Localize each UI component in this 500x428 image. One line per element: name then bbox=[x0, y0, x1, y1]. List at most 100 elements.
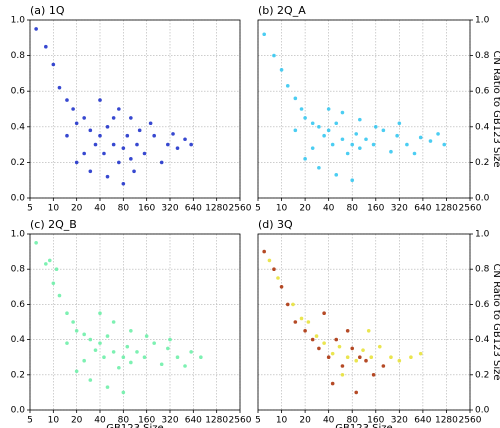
axes-frame bbox=[257, 233, 471, 411]
point bbox=[125, 133, 130, 138]
x-tick-label: 20 bbox=[71, 204, 83, 214]
point bbox=[135, 142, 139, 147]
point bbox=[409, 355, 413, 360]
y-tick-label: 0.6 bbox=[11, 300, 26, 310]
point bbox=[299, 316, 304, 321]
x-tick-label: 5 bbox=[27, 416, 33, 426]
x-tick-label: 160 bbox=[367, 416, 384, 426]
point bbox=[334, 173, 339, 177]
point bbox=[381, 364, 386, 368]
point bbox=[168, 337, 172, 342]
point bbox=[166, 346, 170, 351]
point bbox=[57, 85, 62, 90]
point bbox=[303, 157, 307, 161]
point bbox=[350, 142, 355, 147]
point bbox=[44, 262, 48, 266]
point bbox=[285, 84, 290, 88]
point bbox=[71, 320, 75, 324]
point bbox=[44, 44, 48, 49]
y-tick-label: 1.0 bbox=[11, 16, 26, 26]
y-tick-label: 0.8 bbox=[11, 51, 26, 61]
x-tick-label: 2560 bbox=[229, 416, 252, 426]
point bbox=[144, 334, 149, 338]
y-tick-label: 0.8 bbox=[475, 265, 490, 275]
x-tick-label: 10 bbox=[276, 416, 288, 426]
x-tick-label: 5 bbox=[27, 204, 33, 214]
point bbox=[340, 373, 345, 377]
point bbox=[418, 351, 423, 356]
x-tick-label: 20 bbox=[299, 416, 311, 426]
point bbox=[267, 258, 272, 263]
point bbox=[369, 355, 374, 360]
point bbox=[291, 302, 295, 307]
point bbox=[82, 151, 86, 156]
point bbox=[373, 125, 378, 129]
point bbox=[74, 121, 79, 126]
point bbox=[152, 341, 156, 345]
point bbox=[111, 116, 116, 120]
x-tick-label: 10 bbox=[48, 416, 60, 426]
point bbox=[272, 267, 276, 272]
x-tick-label: 2560 bbox=[459, 204, 482, 214]
point bbox=[317, 346, 321, 351]
panel-title: (d) 3Q bbox=[258, 218, 293, 231]
point bbox=[364, 358, 368, 363]
point bbox=[34, 241, 38, 245]
point bbox=[199, 355, 203, 360]
x-tick-label: 80 bbox=[346, 204, 358, 214]
point bbox=[299, 107, 304, 111]
point bbox=[98, 341, 102, 345]
x-tick-label: 40 bbox=[94, 204, 106, 214]
x-tick-label: 1280 bbox=[435, 204, 458, 214]
x-tick-label: 80 bbox=[118, 204, 130, 214]
point bbox=[322, 311, 326, 316]
axes-frame bbox=[29, 19, 241, 199]
point bbox=[317, 125, 321, 129]
x-tick-label: 40 bbox=[323, 416, 335, 426]
point bbox=[322, 133, 326, 138]
point bbox=[330, 351, 335, 356]
point bbox=[358, 355, 362, 360]
x-tick-label: 20 bbox=[299, 204, 311, 214]
x-tick-label: 80 bbox=[346, 416, 358, 426]
point bbox=[88, 378, 93, 382]
y-tick-label: 0.0 bbox=[11, 194, 26, 204]
x-tick-label: 640 bbox=[185, 204, 202, 214]
point bbox=[121, 355, 126, 360]
y-tick-label: 0.2 bbox=[475, 158, 489, 168]
point bbox=[326, 128, 331, 133]
point bbox=[189, 350, 193, 354]
point bbox=[117, 160, 121, 165]
point bbox=[74, 329, 79, 333]
point bbox=[105, 334, 110, 338]
point bbox=[102, 355, 106, 360]
point bbox=[330, 142, 335, 147]
point bbox=[340, 110, 345, 115]
point bbox=[405, 142, 409, 147]
point bbox=[88, 128, 93, 133]
point bbox=[152, 133, 156, 138]
point bbox=[82, 358, 86, 363]
x-tick-label: 10 bbox=[276, 204, 288, 214]
point bbox=[65, 341, 69, 345]
point bbox=[117, 107, 121, 111]
y-tick-label: 1.0 bbox=[475, 16, 490, 26]
point bbox=[175, 355, 180, 360]
point bbox=[389, 355, 393, 360]
y-tick-label: 0.4 bbox=[475, 335, 490, 345]
point bbox=[371, 373, 376, 377]
x-tick-label: 160 bbox=[367, 204, 384, 214]
point bbox=[397, 358, 402, 363]
point bbox=[171, 132, 175, 136]
x-tick-label: 320 bbox=[161, 416, 178, 426]
x-tick-label: 20 bbox=[71, 416, 83, 426]
axes-frame bbox=[257, 19, 471, 199]
point bbox=[330, 381, 335, 386]
point bbox=[175, 146, 180, 150]
x-tick-label: 2560 bbox=[229, 204, 252, 214]
y-tick-label: 0.8 bbox=[475, 51, 490, 61]
point bbox=[98, 98, 102, 102]
point bbox=[262, 249, 266, 254]
point bbox=[137, 128, 142, 133]
